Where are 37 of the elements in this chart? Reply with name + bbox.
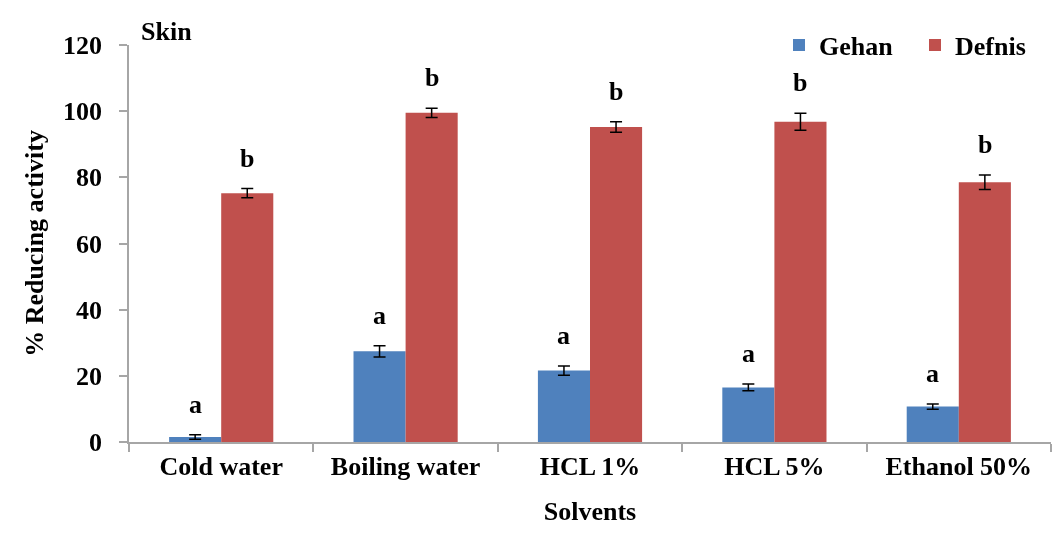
data-label: a xyxy=(742,339,755,368)
data-label: b xyxy=(425,63,440,92)
bar xyxy=(221,193,274,442)
bar xyxy=(774,121,827,442)
x-tick-label: HCL 1% xyxy=(539,451,641,481)
data-label: a xyxy=(926,359,939,388)
bar xyxy=(958,182,1011,442)
y-tick-label: 80 xyxy=(76,163,103,193)
y-tick-label: 40 xyxy=(76,295,103,325)
data-label: b xyxy=(240,144,255,173)
y-tick-label: 100 xyxy=(63,97,103,127)
x-axis-title: Solvents xyxy=(543,497,637,527)
bar xyxy=(537,370,590,442)
bar xyxy=(722,387,775,442)
x-tick-label: HCL 5% xyxy=(724,451,825,481)
data-label: a xyxy=(189,390,202,419)
y-tick-label: 120 xyxy=(63,31,103,61)
chart-title: Skin xyxy=(141,17,193,47)
data-label: b xyxy=(609,77,624,106)
bar xyxy=(906,406,959,442)
y-tick-label: 20 xyxy=(76,361,103,391)
x-tick-label: Ethanol 50% xyxy=(885,451,1033,481)
y-tick-label: 60 xyxy=(76,229,103,259)
legend-label: Gehan xyxy=(819,32,894,62)
bar xyxy=(353,351,406,442)
x-tick-label: Boiling water xyxy=(330,451,481,481)
legend-label: Defnis xyxy=(955,32,1026,62)
data-label: a xyxy=(557,321,570,350)
bar xyxy=(169,437,222,442)
data-label: b xyxy=(978,130,993,159)
x-tick-label: Cold water xyxy=(159,451,283,481)
y-tick-label: 0 xyxy=(89,428,103,458)
data-label: b xyxy=(793,68,808,97)
bar xyxy=(590,127,643,442)
bar xyxy=(405,112,458,442)
data-label: a xyxy=(373,301,386,330)
y-axis-title: % Reducing activity xyxy=(19,130,49,357)
